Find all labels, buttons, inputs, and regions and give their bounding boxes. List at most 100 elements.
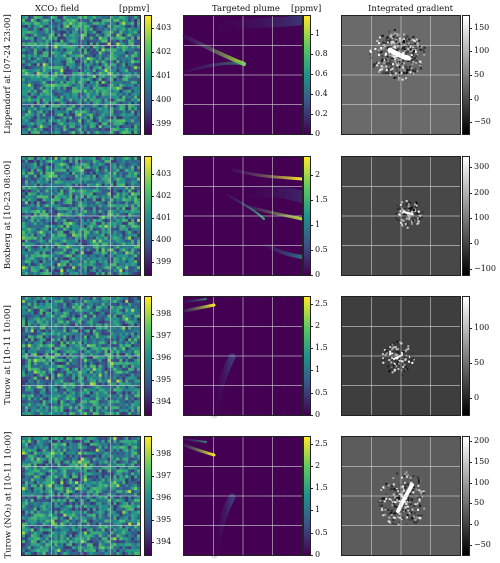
xco2-pixel bbox=[66, 251, 70, 255]
colorbar-step bbox=[304, 128, 310, 131]
xco2-pixel bbox=[107, 77, 111, 82]
colorbar-tick-mark bbox=[151, 261, 154, 263]
xco2-pixel bbox=[22, 323, 26, 327]
xco2-pixel bbox=[63, 338, 67, 342]
xco2-pixel bbox=[48, 110, 52, 114]
xco2-pixel bbox=[60, 266, 64, 270]
xco2-pixel bbox=[39, 361, 43, 366]
xco2-pixel bbox=[107, 168, 111, 173]
xco2-pixel bbox=[51, 39, 55, 43]
xco2-pixel bbox=[119, 30, 123, 34]
xco2-pixel bbox=[36, 230, 40, 234]
xco2-pixel bbox=[131, 204, 135, 208]
xco2-pixel bbox=[119, 177, 123, 181]
xco2-pixel bbox=[60, 201, 64, 205]
grad-pixel bbox=[405, 40, 408, 43]
xco2-pixel bbox=[119, 86, 123, 91]
xco2-pixel bbox=[39, 21, 43, 26]
xco2-pixel bbox=[54, 80, 58, 85]
xco2-pixel bbox=[63, 57, 67, 61]
xco2-pixel bbox=[75, 323, 79, 327]
xco2-pixel bbox=[137, 86, 141, 91]
xco2-pixel bbox=[83, 272, 88, 276]
xco2-pixel bbox=[86, 80, 91, 85]
grad-pixel bbox=[414, 51, 417, 54]
xco2-pixel bbox=[110, 269, 114, 273]
xco2-pixel bbox=[75, 388, 79, 392]
xco2-pixel bbox=[42, 104, 46, 108]
xco2-pixel bbox=[86, 254, 91, 258]
xco2-pixel bbox=[98, 263, 102, 267]
xco2-pixel bbox=[104, 107, 108, 111]
grad-pixel bbox=[416, 42, 419, 45]
xco2-pixel bbox=[101, 131, 105, 135]
xco2-pixel bbox=[63, 80, 67, 85]
xco2-pixel bbox=[45, 80, 49, 85]
xco2-pixel bbox=[119, 204, 123, 208]
xco2-pixel bbox=[54, 192, 58, 196]
xco2-pixel bbox=[30, 358, 35, 363]
xco2-pixel bbox=[125, 157, 129, 161]
xco2-pixel bbox=[125, 165, 129, 170]
xco2-pixel bbox=[113, 107, 117, 111]
xco2-pixel bbox=[48, 189, 52, 193]
xco2-pixel bbox=[60, 260, 64, 264]
xco2-pixel bbox=[92, 157, 97, 161]
grad-pixel bbox=[395, 76, 398, 79]
xco2-pixel bbox=[98, 48, 102, 52]
xco2-pixel bbox=[113, 263, 117, 267]
xco2-pixel bbox=[134, 119, 138, 123]
colorbar-tick-label: 2 bbox=[315, 169, 321, 179]
xco2-pixel bbox=[98, 218, 102, 223]
xco2-pixel bbox=[125, 101, 129, 105]
xco2-pixel bbox=[134, 162, 138, 167]
xco2-pixel bbox=[116, 95, 120, 99]
xco2-pixel bbox=[39, 92, 43, 96]
xco2-pixel bbox=[22, 122, 26, 126]
colorbar-tick-label: 300 bbox=[474, 162, 490, 172]
xco2-pixel bbox=[92, 51, 97, 55]
grad-pixel bbox=[403, 208, 406, 211]
xco2-pixel bbox=[24, 77, 29, 82]
xco2-pixel bbox=[137, 98, 141, 102]
colorbar-step bbox=[304, 90, 310, 94]
xco2-pixel bbox=[83, 54, 88, 58]
xco2-pixel bbox=[42, 311, 46, 315]
xco2-pixel bbox=[66, 92, 70, 96]
xco2-pixel bbox=[104, 171, 108, 175]
xco2-pixel bbox=[63, 305, 67, 310]
xco2-pixel bbox=[30, 356, 35, 360]
xco2-pixel bbox=[119, 95, 123, 99]
xco2-pixel bbox=[137, 251, 141, 255]
xco2-pixel bbox=[45, 116, 49, 120]
xco2-pixel bbox=[51, 218, 55, 223]
xco2-pixel bbox=[95, 60, 99, 64]
xco2-pixel bbox=[22, 119, 26, 123]
grad-pixel bbox=[410, 38, 413, 41]
colorbar-step bbox=[463, 239, 469, 243]
xco2-pixel bbox=[81, 189, 85, 193]
xco2-pixel bbox=[128, 75, 132, 79]
xco2-pixel bbox=[110, 72, 114, 76]
xco2-pixel bbox=[92, 113, 97, 117]
grad-pixel bbox=[399, 39, 402, 42]
xco2-pixel bbox=[131, 159, 135, 164]
xco2-pixel bbox=[116, 128, 120, 132]
colorbar-step bbox=[304, 41, 310, 45]
xco2-pixel bbox=[54, 251, 58, 255]
colorbar-tick-label: 0 bbox=[315, 270, 321, 279]
xco2-pixel bbox=[39, 308, 43, 313]
xco2-pixel bbox=[63, 353, 67, 357]
xco2-pixel bbox=[30, 251, 35, 255]
xco2-pixel bbox=[48, 80, 52, 85]
xco2-pixel bbox=[83, 180, 88, 184]
xco2-pixel bbox=[116, 257, 120, 261]
colorbar-step bbox=[145, 273, 151, 276]
xco2-pixel bbox=[57, 242, 61, 246]
xco2-pixel bbox=[101, 95, 105, 99]
xco2-pixel bbox=[51, 317, 55, 321]
xco2-pixel bbox=[83, 18, 88, 23]
xco2-pixel bbox=[36, 21, 40, 26]
xco2-pixel bbox=[89, 227, 94, 232]
xco2-pixel bbox=[113, 186, 117, 190]
